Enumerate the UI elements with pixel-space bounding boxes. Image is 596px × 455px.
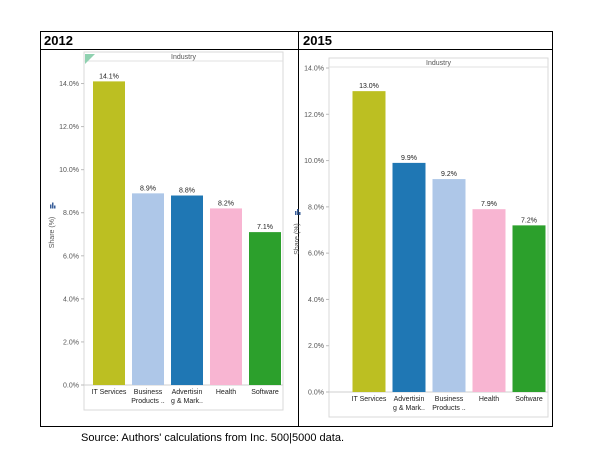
bar [171, 195, 203, 385]
y-tick-label: 12.0% [304, 112, 324, 119]
column-divider [298, 32, 299, 426]
year-label-2015: 2015 [303, 33, 332, 48]
corner-marker [85, 54, 95, 64]
axis-icon-bar [299, 212, 301, 215]
y-tick-label: 4.0% [308, 297, 324, 304]
source-caption: Source: Authors' calculations from Inc. … [81, 432, 345, 444]
x-category-label: g & Mark.. [393, 405, 425, 412]
y-tick-label: 6.0% [308, 251, 324, 258]
bar-chart-2012: Industry 0.0% 2.0% 4.0% 6.0% 8.0% 10.0% 12.0% 14… [49, 51, 284, 411]
bar-value-label: 7.1% [257, 224, 273, 231]
y-axis-title: Share (%) [49, 217, 56, 249]
x-category-label: IT Services [352, 396, 387, 403]
y-tick-label: 4.0% [63, 296, 79, 303]
x-category-label: Business [435, 396, 464, 403]
bar-value-label: 13.0% [359, 83, 379, 90]
y-tick-label: 14.0% [59, 81, 79, 88]
x-category-label: Products .. [131, 398, 165, 405]
axis-icon-bar [52, 202, 54, 209]
bar [472, 209, 506, 392]
y-tick-label: 2.0% [308, 343, 324, 350]
bar-value-label: 8.9% [140, 185, 156, 192]
x-category-label: Health [479, 396, 499, 403]
chart-panel-2015: Industry 0.0% 2.0% 4.0% 6.0% 8.0% 10.0% 12.0% 14… [294, 52, 550, 418]
bar [93, 81, 125, 385]
header-divider [41, 49, 552, 50]
chart-frame [328, 57, 549, 418]
bar [432, 179, 466, 392]
axis-icon-bar [54, 205, 56, 209]
y-tick-label: 12.0% [59, 124, 79, 131]
bar [352, 91, 386, 392]
bar-value-label: 8.2% [218, 200, 234, 207]
figure-table: 2012 2015 [40, 31, 553, 427]
chart-frame [83, 51, 284, 411]
bar [210, 208, 242, 385]
y-tick-label: 0.0% [63, 383, 79, 390]
chart-panel-2012: Industry 0.0% 2.0% 4.0% 6.0% 8.0% 10.0% 12.0% 14… [48, 48, 288, 411]
axis-icon-bar [295, 211, 297, 215]
bar-value-label: 7.9% [481, 201, 497, 208]
bar-value-label: 14.1% [99, 73, 119, 80]
x-category-label: Health [216, 389, 236, 396]
y-tick-label: 8.0% [308, 204, 324, 211]
y-tick-label: 0.0% [308, 390, 324, 397]
bar-value-label: 9.2% [441, 171, 457, 178]
x-category-label: Products .. [432, 405, 466, 412]
industry-header: Industry [171, 54, 196, 61]
x-category-label: IT Services [92, 389, 127, 396]
y-tick-label: 14.0% [304, 66, 324, 73]
x-category-label: Business [134, 389, 163, 396]
bar-chart-2015: Industry 0.0% 2.0% 4.0% 6.0% 8.0% 10.0% 12.0% 14… [294, 57, 549, 418]
bar-value-label: 7.2% [521, 217, 537, 224]
y-tick-label: 10.0% [59, 167, 79, 174]
y-axis-title: Share (%) [294, 223, 301, 255]
year-label-2012: 2012 [44, 33, 73, 48]
bar-value-label: 8.8% [179, 188, 195, 195]
x-category-label: g & Mark.. [171, 398, 203, 405]
axis-icon-bar [50, 204, 52, 209]
y-tick-label: 8.0% [63, 210, 79, 217]
axis-icon-bar [297, 209, 299, 215]
x-category-label: Advertisin [394, 396, 425, 403]
bar [392, 162, 426, 392]
bar [249, 232, 281, 385]
x-category-label: Software [515, 396, 543, 403]
y-tick-label: 6.0% [63, 253, 79, 260]
y-tick-label: 10.0% [304, 158, 324, 165]
bar-value-label: 9.9% [401, 155, 417, 162]
bar [512, 225, 546, 392]
bar [132, 193, 164, 385]
x-category-label: Advertisin [172, 389, 203, 396]
x-category-label: Software [251, 389, 279, 396]
industry-header: Industry [426, 60, 451, 67]
y-tick-label: 2.0% [63, 339, 79, 346]
